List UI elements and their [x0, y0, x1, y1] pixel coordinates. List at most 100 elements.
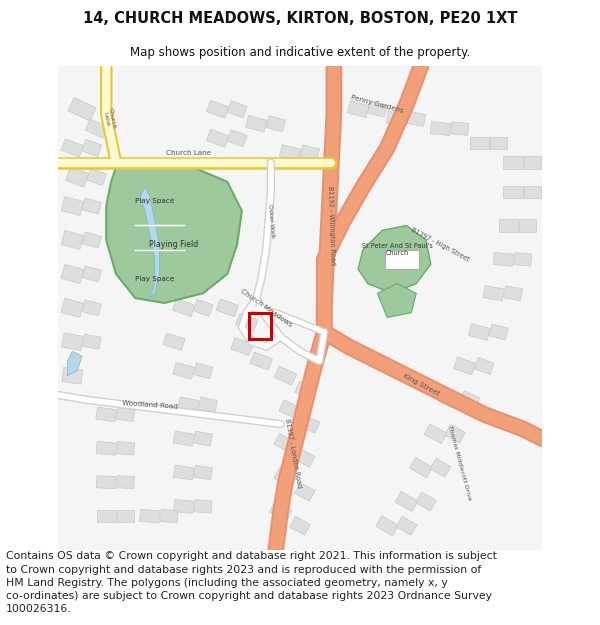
- Polygon shape: [106, 162, 242, 303]
- Bar: [96, 476, 116, 489]
- Bar: [86, 169, 107, 186]
- Bar: [368, 101, 387, 118]
- Bar: [439, 390, 461, 409]
- Text: Play Space: Play Space: [135, 198, 175, 204]
- Bar: [68, 98, 96, 121]
- Bar: [85, 119, 108, 138]
- Text: B1192 - Willington Road: B1192 - Willington Road: [327, 186, 336, 265]
- Bar: [117, 476, 134, 489]
- Bar: [97, 510, 116, 522]
- Bar: [140, 509, 160, 523]
- Bar: [193, 362, 213, 379]
- Bar: [61, 298, 83, 318]
- Bar: [474, 357, 494, 374]
- Bar: [82, 300, 101, 316]
- Text: Penny Gardens: Penny Gardens: [350, 94, 404, 114]
- Bar: [376, 516, 398, 536]
- Bar: [424, 424, 447, 444]
- Bar: [199, 397, 218, 412]
- Bar: [194, 466, 212, 479]
- Text: King Street: King Street: [402, 373, 440, 398]
- Bar: [524, 186, 541, 198]
- Polygon shape: [358, 226, 431, 293]
- Bar: [445, 424, 466, 443]
- Bar: [470, 137, 489, 149]
- Bar: [194, 499, 212, 513]
- Bar: [299, 415, 320, 433]
- Bar: [493, 253, 514, 266]
- Bar: [300, 145, 319, 161]
- Bar: [503, 156, 523, 169]
- Bar: [82, 198, 101, 214]
- Bar: [62, 367, 83, 384]
- Bar: [407, 111, 425, 126]
- Bar: [82, 139, 102, 156]
- Bar: [430, 122, 451, 136]
- Bar: [61, 231, 83, 249]
- Text: Playing Field: Playing Field: [149, 241, 199, 249]
- Bar: [410, 458, 433, 478]
- Bar: [503, 186, 523, 198]
- Bar: [395, 491, 418, 512]
- Text: Church
Lane: Church Lane: [101, 107, 116, 131]
- Bar: [82, 334, 101, 349]
- Bar: [459, 391, 480, 409]
- Bar: [386, 111, 407, 126]
- Bar: [274, 366, 297, 385]
- Text: Woodland Road: Woodland Road: [122, 400, 178, 409]
- Bar: [280, 144, 301, 161]
- Bar: [250, 352, 272, 370]
- Bar: [347, 101, 369, 118]
- Bar: [173, 465, 194, 480]
- Bar: [504, 286, 523, 301]
- Bar: [396, 516, 417, 535]
- Bar: [524, 156, 541, 169]
- Bar: [173, 499, 194, 513]
- Bar: [295, 482, 315, 501]
- Text: Play Space: Play Space: [135, 276, 175, 282]
- Bar: [295, 381, 315, 399]
- Bar: [173, 299, 195, 317]
- Bar: [227, 101, 247, 118]
- Bar: [203, 266, 223, 282]
- Bar: [483, 286, 505, 301]
- Bar: [206, 129, 229, 148]
- Bar: [514, 253, 532, 266]
- Bar: [489, 324, 508, 340]
- Text: Church Meadows: Church Meadows: [239, 288, 293, 328]
- Bar: [96, 441, 116, 455]
- Bar: [290, 516, 310, 535]
- Bar: [116, 441, 134, 455]
- Bar: [194, 431, 212, 446]
- Text: B1397 - London Road: B1397 - London Road: [284, 418, 302, 488]
- Bar: [173, 362, 194, 379]
- Bar: [454, 357, 476, 375]
- Bar: [61, 197, 83, 216]
- Bar: [385, 249, 419, 269]
- Text: Contains OS data © Crown copyright and database right 2021. This information is : Contains OS data © Crown copyright and d…: [6, 551, 497, 614]
- Text: Map shows position and indicative extent of the property.: Map shows position and indicative extent…: [130, 46, 470, 59]
- Bar: [231, 338, 253, 356]
- Bar: [178, 397, 199, 412]
- Polygon shape: [377, 284, 416, 318]
- Bar: [182, 265, 205, 283]
- Bar: [61, 264, 83, 283]
- Bar: [490, 137, 507, 149]
- Bar: [249, 312, 271, 339]
- Bar: [193, 299, 213, 316]
- Bar: [65, 167, 89, 187]
- Polygon shape: [140, 187, 160, 298]
- Bar: [236, 313, 258, 331]
- Bar: [216, 299, 239, 317]
- Bar: [266, 116, 286, 132]
- Bar: [451, 122, 469, 136]
- Text: Church Lane: Church Lane: [166, 150, 211, 156]
- Bar: [499, 219, 518, 231]
- Bar: [163, 333, 185, 351]
- Bar: [61, 139, 83, 157]
- Bar: [519, 219, 536, 231]
- Bar: [82, 232, 101, 248]
- Text: Thomas Middlecott Drive: Thomas Middlecott Drive: [448, 425, 472, 501]
- Bar: [173, 431, 194, 446]
- Bar: [96, 407, 116, 422]
